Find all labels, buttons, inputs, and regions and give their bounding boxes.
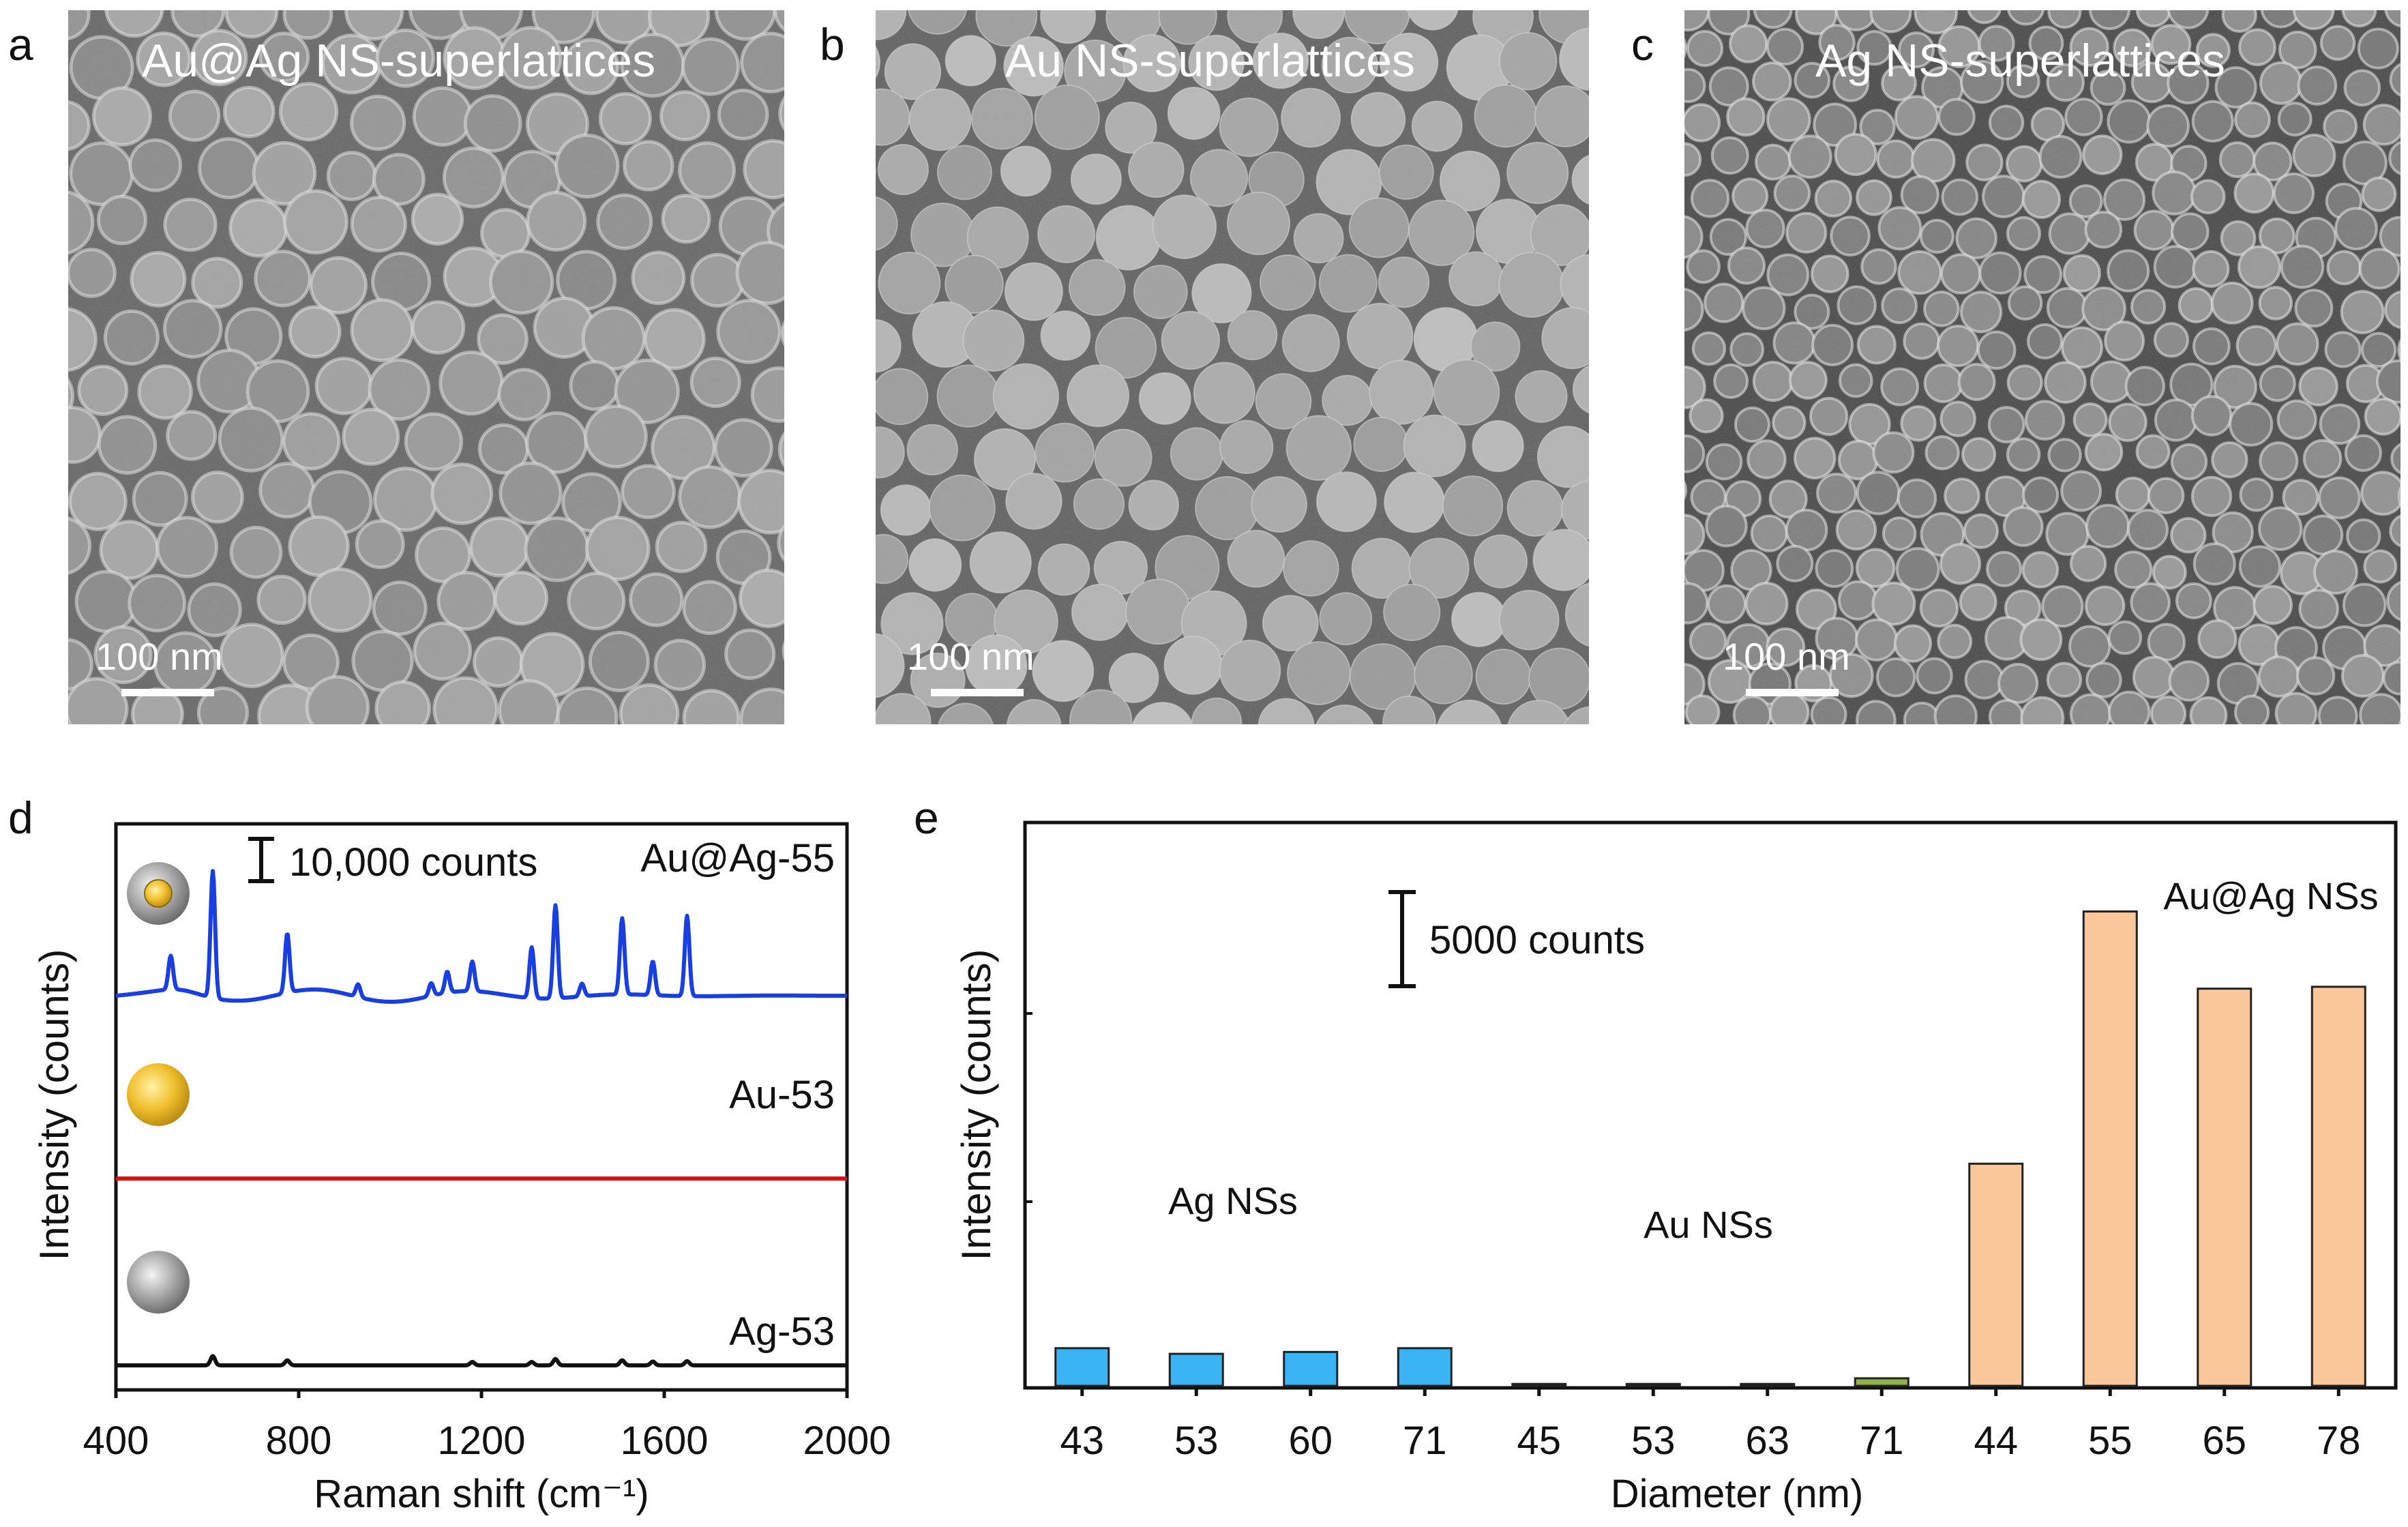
bar-Au@AgNSs-78 [2310,985,2366,1387]
raman-x-tick-label: 1600 [620,1419,708,1463]
bar-x-tick-label: 63 [1745,1419,1789,1463]
bar-x-tick-label: 44 [1974,1419,2018,1463]
bar-x-tick-label: 71 [1403,1419,1447,1463]
bar-x-tick-label: 78 [2317,1419,2361,1463]
bar-x-label: Diameter (nm) [1611,1472,1864,1516]
raman-x-tick-label: 1200 [437,1419,525,1463]
bar-AgNSs-43 [1054,1347,1110,1387]
bar-Au@AgNSs-55 [2082,910,2138,1387]
raman-line-Au@Ag-55 [115,869,848,1004]
bar-AgNSs-71 [1397,1347,1453,1387]
bar-Au@AgNSs-65 [2197,988,2253,1387]
bar-x-tick-label: 65 [2202,1419,2246,1463]
bar-group-label: Ag NSs [1168,1179,1298,1222]
raman-series-label: Au-53 [729,1073,835,1117]
raman-x-label: Raman shift (cm⁻¹) [314,1472,649,1516]
raman-scale-bar [248,837,274,883]
panel-b-scale-bar [931,689,1024,696]
bar-x-tick-label: 43 [1060,1419,1104,1463]
bar-y-label: Intensity (counts) [953,949,999,1261]
panel-a-letter: a [8,19,33,70]
raman-series-1: Au-53 [115,1063,848,1181]
bar-AuNSs-63 [1740,1382,1796,1387]
raman-series-0: Au@Ag-55 [115,836,848,1004]
bar-x-tick-label: 45 [1517,1419,1561,1463]
gold-sphere-icon [127,1063,190,1126]
raman-y-label: Intensity (counts) [31,949,77,1261]
panel-c-scale-label: 100 nm [1723,635,1850,678]
silver-sphere-icon [127,1251,190,1314]
bar-scale-label: 5000 counts [1429,918,1645,962]
sem-image-ag [1684,10,2400,724]
raman-series-label: Ag-53 [729,1309,835,1354]
panel-a-title: Au@Ag NS-superlattices [142,35,655,87]
bar-AuNSs-45 [1511,1382,1567,1387]
panel-c-title: Ag NS-superlattices [1815,35,2225,87]
bar-AuNSs-53 [1625,1382,1681,1387]
panel-a-scale-bar [121,689,214,696]
bar-AgNSs-53 [1168,1352,1224,1387]
bar-x-tick-label: 53 [1174,1419,1219,1463]
bar-x-tick-label: 53 [1631,1419,1676,1463]
core-shell-sphere-icon [127,862,190,925]
bar-AgNSs-60 [1283,1350,1339,1387]
raman-scale-label: 10,000 counts [289,840,537,885]
bar-plot-frame [1023,820,2398,1390]
bar-x-tick-label: 60 [1288,1419,1333,1463]
bar-group-label: Au@Ag NSs [2163,874,2378,917]
panel-d-letter: d [8,792,33,843]
sem-image-au [876,10,1589,724]
bar-AuNSs-71 [1854,1377,1909,1387]
panel-b-scale-label: 100 nm [907,635,1035,678]
bar-x-tick-label: 55 [2088,1419,2132,1463]
panel-c-scale-bar [1746,689,1839,696]
raman-x-axis: 400 800 1200 1600 2000 [83,1389,891,1463]
bar-scale-bar [1388,890,1416,988]
raman-x-tick-label: 2000 [803,1419,891,1463]
raman-x-tick-label: 800 [266,1419,332,1463]
raman-x-tick-label: 400 [83,1419,149,1463]
panel-b-title: Au NS-superlattices [1005,35,1415,87]
raman-series-2: Ag-53 [115,1251,848,1367]
panel-b-letter: b [820,19,845,70]
raman-line-Ag-53 [115,1354,848,1367]
bar-x-tick-label: 71 [1860,1419,1904,1463]
panel-c-letter: c [1631,19,1654,70]
bar-group-label: Au NSs [1644,1203,1773,1246]
panel-e-letter: e [914,792,939,843]
panel-a-scale-label: 100 nm [95,635,223,678]
raman-series-label: Au@Ag-55 [640,836,835,880]
bar-Au@AgNSs-44 [1968,1162,2024,1387]
sem-image-au-ag [68,10,784,724]
